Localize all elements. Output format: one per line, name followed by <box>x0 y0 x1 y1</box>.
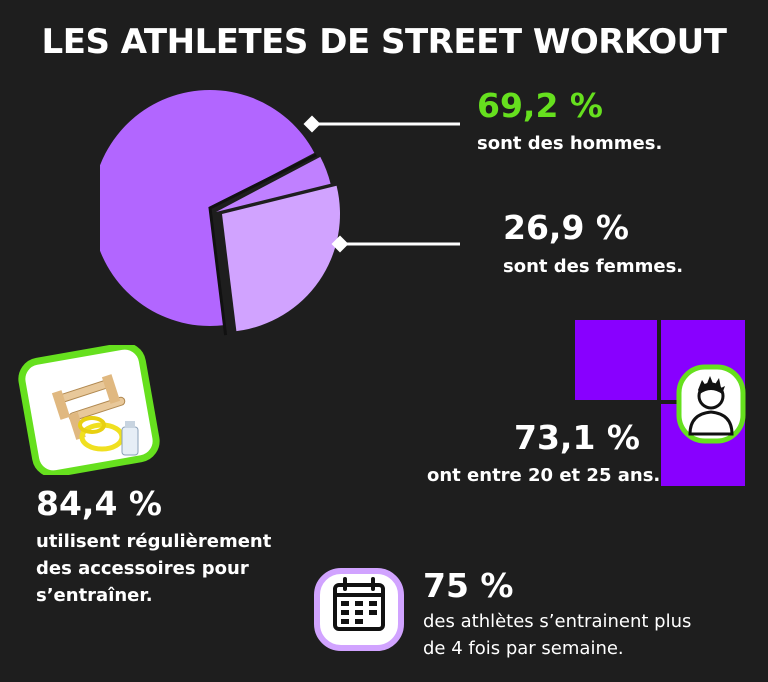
accessories-percentage: 84,4 % <box>36 484 162 523</box>
women-percentage: 26,9 % <box>503 208 629 247</box>
women-leader-marker <box>331 235 349 253</box>
pie-slice-other <box>216 156 331 212</box>
pie-slice-men <box>100 90 315 326</box>
training-label-line2: de 4 fois par semaine. <box>423 638 624 659</box>
women-label: sont des femmes. <box>503 256 684 277</box>
pie-slice-border <box>208 153 317 336</box>
accessories-label-line1: utilisent régulièrement <box>36 531 272 552</box>
pie-slice-women <box>222 185 340 332</box>
accessories-label-line3: s’entraîner. <box>36 585 153 606</box>
training-label-line1: des athlètes s’entrainent plus <box>423 611 692 632</box>
parallettes-icon <box>18 342 160 478</box>
gender-pie-chart <box>100 78 460 348</box>
men-leader-marker <box>303 115 321 133</box>
calendar-icon <box>313 567 405 652</box>
men-percentage: 69,2 % <box>477 86 603 125</box>
age-percentage: 73,1 % <box>514 418 640 457</box>
age-label: ont entre 20 et 25 ans. <box>427 465 661 486</box>
accessories-label-line2: des accessoires pour <box>36 558 249 579</box>
person-icon <box>676 364 746 444</box>
training-percentage: 75 % <box>423 566 514 605</box>
page-title: LES ATHLETES DE STREET WORKOUT <box>41 22 727 62</box>
men-label: sont des hommes. <box>477 133 663 154</box>
square-top-left <box>575 320 657 400</box>
